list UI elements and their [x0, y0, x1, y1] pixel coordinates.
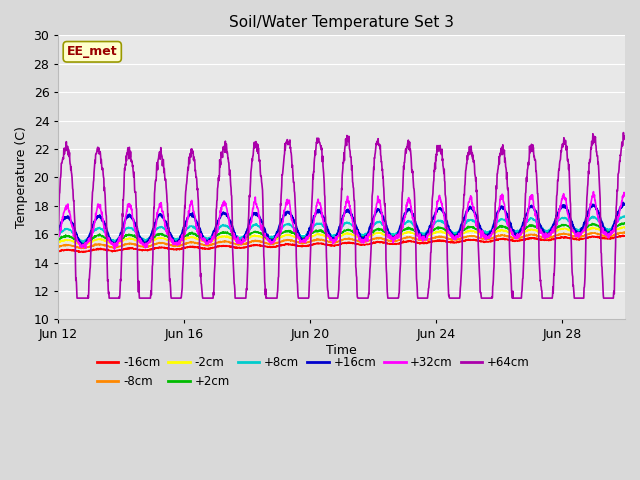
+8cm [79, 239, 87, 245]
+8cm [88, 232, 95, 238]
+16cm [267, 238, 275, 244]
-2cm [621, 225, 629, 231]
-16cm [289, 241, 296, 247]
+16cm [621, 201, 629, 207]
-8cm [176, 243, 184, 249]
+16cm [78, 243, 86, 249]
-16cm [79, 249, 87, 255]
+16cm [176, 237, 184, 243]
-16cm [442, 238, 449, 244]
Title: Soil/Water Temperature Set 3: Soil/Water Temperature Set 3 [229, 15, 454, 30]
+32cm [87, 235, 95, 241]
+2cm [286, 228, 294, 234]
-8cm [442, 235, 449, 241]
+64cm [621, 133, 629, 139]
+32cm [54, 232, 62, 238]
+2cm [289, 229, 296, 235]
+64cm [73, 295, 81, 301]
-2cm [88, 239, 95, 245]
X-axis label: Time: Time [326, 344, 357, 357]
Line: +8cm: +8cm [58, 216, 625, 242]
-16cm [286, 241, 294, 247]
+16cm [88, 228, 95, 234]
+2cm [176, 237, 184, 243]
+8cm [621, 213, 629, 219]
Y-axis label: Temperature (C): Temperature (C) [15, 126, 28, 228]
+16cm [286, 209, 294, 215]
-16cm [619, 232, 627, 238]
+16cm [620, 200, 627, 205]
+32cm [267, 239, 275, 245]
-8cm [54, 244, 62, 250]
-8cm [88, 243, 95, 249]
+8cm [176, 235, 184, 240]
-8cm [80, 246, 88, 252]
-2cm [621, 224, 628, 230]
+16cm [289, 216, 296, 221]
+2cm [442, 228, 449, 233]
-2cm [81, 242, 89, 248]
+2cm [621, 220, 628, 226]
+64cm [176, 295, 184, 301]
+64cm [286, 137, 294, 143]
Legend: -16cm, -8cm, -2cm, +2cm, +8cm, +16cm, +32cm, +64cm: -16cm, -8cm, -2cm, +2cm, +8cm, +16cm, +3… [92, 352, 534, 393]
+32cm [621, 192, 629, 198]
+16cm [442, 215, 449, 220]
+2cm [267, 235, 275, 240]
-8cm [286, 238, 294, 243]
+32cm [176, 241, 184, 247]
+8cm [54, 232, 62, 238]
-8cm [621, 229, 628, 235]
-2cm [176, 239, 184, 245]
-2cm [289, 233, 296, 239]
+2cm [79, 240, 86, 246]
Line: +32cm: +32cm [58, 192, 625, 249]
+2cm [621, 220, 629, 226]
+8cm [267, 234, 275, 240]
+32cm [111, 246, 118, 252]
+8cm [442, 222, 449, 228]
-16cm [267, 244, 275, 250]
+32cm [286, 202, 294, 208]
-16cm [88, 248, 95, 253]
+32cm [589, 189, 597, 194]
-8cm [267, 241, 275, 247]
-16cm [54, 248, 62, 253]
Line: -16cm: -16cm [58, 235, 625, 252]
+32cm [442, 226, 449, 231]
Line: -2cm: -2cm [58, 227, 625, 245]
+64cm [442, 193, 449, 199]
Text: EE_met: EE_met [67, 45, 118, 58]
-16cm [176, 246, 184, 252]
-8cm [621, 229, 629, 235]
+64cm [620, 130, 627, 135]
+64cm [289, 169, 296, 175]
+8cm [286, 222, 294, 228]
-8cm [289, 238, 296, 244]
Line: -8cm: -8cm [58, 232, 625, 249]
Line: +2cm: +2cm [58, 223, 625, 243]
+2cm [54, 237, 62, 243]
Line: +64cm: +64cm [58, 132, 625, 298]
+64cm [54, 227, 62, 232]
+64cm [88, 238, 95, 244]
-2cm [442, 230, 449, 236]
+64cm [267, 295, 275, 301]
+16cm [54, 229, 62, 235]
+32cm [289, 221, 296, 227]
+2cm [88, 236, 95, 242]
-2cm [267, 237, 275, 243]
-2cm [286, 233, 294, 239]
-16cm [621, 233, 629, 239]
+8cm [289, 224, 296, 229]
Line: +16cm: +16cm [58, 203, 625, 246]
-2cm [54, 240, 62, 246]
